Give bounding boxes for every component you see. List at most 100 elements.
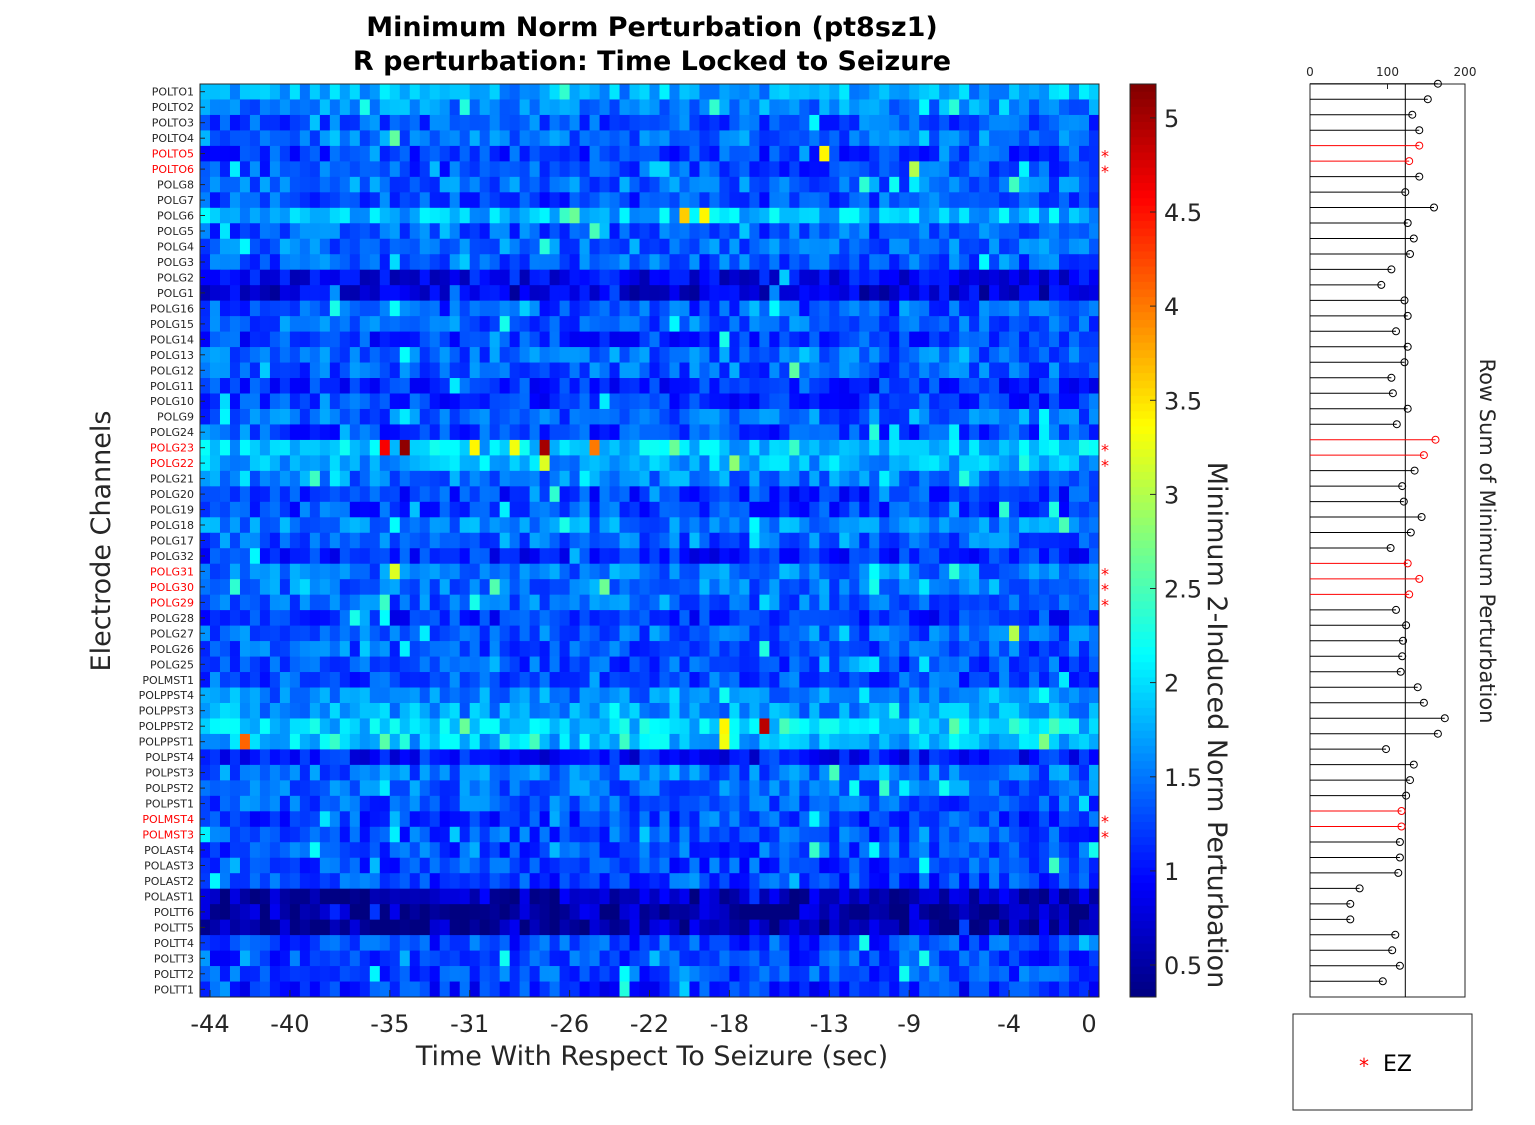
heatmap-cell (709, 579, 720, 596)
heatmap-cell (389, 888, 401, 905)
heatmap-cell (589, 285, 600, 302)
heatmap-cell (569, 780, 580, 797)
heatmap-cell (739, 749, 750, 766)
heatmap-cell (979, 610, 990, 627)
heatmap-cell (1009, 579, 1020, 596)
heatmap-cell (809, 501, 820, 518)
heatmap-cell (1049, 749, 1060, 766)
heatmap-cell (619, 316, 630, 332)
heatmap-cell (719, 641, 730, 657)
heatmap-cell (369, 238, 381, 255)
heatmap-cell (899, 702, 910, 719)
heatmap-cell (829, 641, 840, 657)
heatmap-cell (399, 826, 411, 843)
heatmap-cell (729, 393, 740, 410)
heatmap-cell (509, 749, 521, 766)
heatmap-cell (869, 424, 880, 441)
heatmap-cell (599, 904, 610, 921)
heatmap-cell (369, 362, 381, 379)
heatmap-cell (949, 517, 960, 534)
heatmap-cell (839, 378, 850, 394)
heatmap-cell (639, 548, 650, 565)
heatmap-cell (739, 362, 750, 379)
heatmap-cell (489, 99, 501, 116)
heatmap-cell (569, 532, 580, 549)
heatmap-cell (569, 548, 580, 565)
heatmap-cell (1019, 378, 1030, 394)
heatmap-cell (639, 811, 650, 828)
heatmap-cell (959, 672, 970, 688)
heatmap-cell (889, 99, 900, 116)
heatmap-cell (299, 455, 311, 472)
heatmap-cell (829, 176, 840, 193)
heatmap-cell (559, 470, 570, 487)
heatmap-cell (919, 207, 930, 224)
heatmap-cell (819, 548, 830, 565)
heatmap-cell (899, 656, 910, 673)
heatmap-cell (679, 579, 690, 596)
heatmap-cell (200, 672, 211, 688)
heatmap-cell (589, 486, 600, 503)
heatmap-cell (599, 888, 610, 905)
heatmap-cell (889, 176, 900, 193)
heatmap-cell (1059, 424, 1070, 441)
heatmap-cell (859, 408, 870, 425)
heatmap-cell (639, 114, 650, 131)
heatmap-cell (309, 517, 321, 534)
heatmap-cell (619, 393, 630, 410)
heatmap-cell (969, 130, 980, 147)
heatmap-cell (399, 300, 411, 317)
heatmap-cell (949, 254, 960, 271)
heatmap-cell (919, 176, 930, 193)
heatmap-cell (609, 517, 620, 534)
heatmap-cell (909, 702, 920, 719)
heatmap-cell (369, 517, 381, 534)
heatmap-cell (539, 749, 551, 766)
heatmap-cell (669, 285, 680, 302)
heatmap-cell (329, 764, 341, 781)
heatmap-cell (659, 548, 670, 565)
heatmap-cell (489, 331, 501, 348)
heatmap-cell (759, 362, 770, 379)
heatmap-cell (279, 176, 291, 193)
heatmap-cell (359, 579, 371, 596)
heatmap-cell (739, 811, 750, 828)
heatmap-cell (1039, 857, 1050, 874)
heatmap-cell (489, 579, 501, 596)
heatmap-cell (559, 207, 570, 224)
heatmap-cell (369, 764, 381, 781)
heatmap-cell (459, 888, 471, 905)
heatmap-cell (899, 610, 910, 627)
heatmap-cell (939, 764, 950, 781)
heatmap-cell (969, 625, 980, 642)
heatmap-cell (979, 687, 990, 704)
heatmap-cell (729, 192, 740, 209)
heatmap-cell (339, 501, 351, 518)
heatmap-cell (899, 408, 910, 425)
heatmap-cell (549, 857, 560, 874)
heatmap-cell (829, 548, 840, 565)
heatmap-cell (909, 873, 920, 890)
heatmap-cell (379, 145, 391, 162)
heatmap-cell (1039, 656, 1050, 673)
heatmap-cell (729, 424, 740, 441)
heatmap-cell (679, 749, 690, 766)
heatmap-cell (799, 130, 810, 147)
heatmap-cell (1049, 795, 1060, 812)
heatmap-cell (889, 749, 900, 766)
heatmap-cell (329, 161, 341, 178)
heatmap-cell (789, 269, 800, 286)
heatmap-cell (999, 888, 1010, 905)
heatmap-cell (729, 718, 740, 735)
heatmap-cell (669, 687, 680, 704)
heatmap-cell (429, 501, 441, 518)
heatmap-cell (519, 641, 531, 657)
heatmap-cell (200, 470, 211, 487)
heatmap-cell (619, 114, 630, 131)
heatmap-cell (1059, 347, 1070, 363)
heatmap-cell (949, 285, 960, 302)
heatmap-cell (899, 393, 910, 410)
heatmap-cell (939, 579, 950, 596)
heatmap-cell (609, 749, 620, 766)
heatmap-cell (1009, 702, 1020, 719)
